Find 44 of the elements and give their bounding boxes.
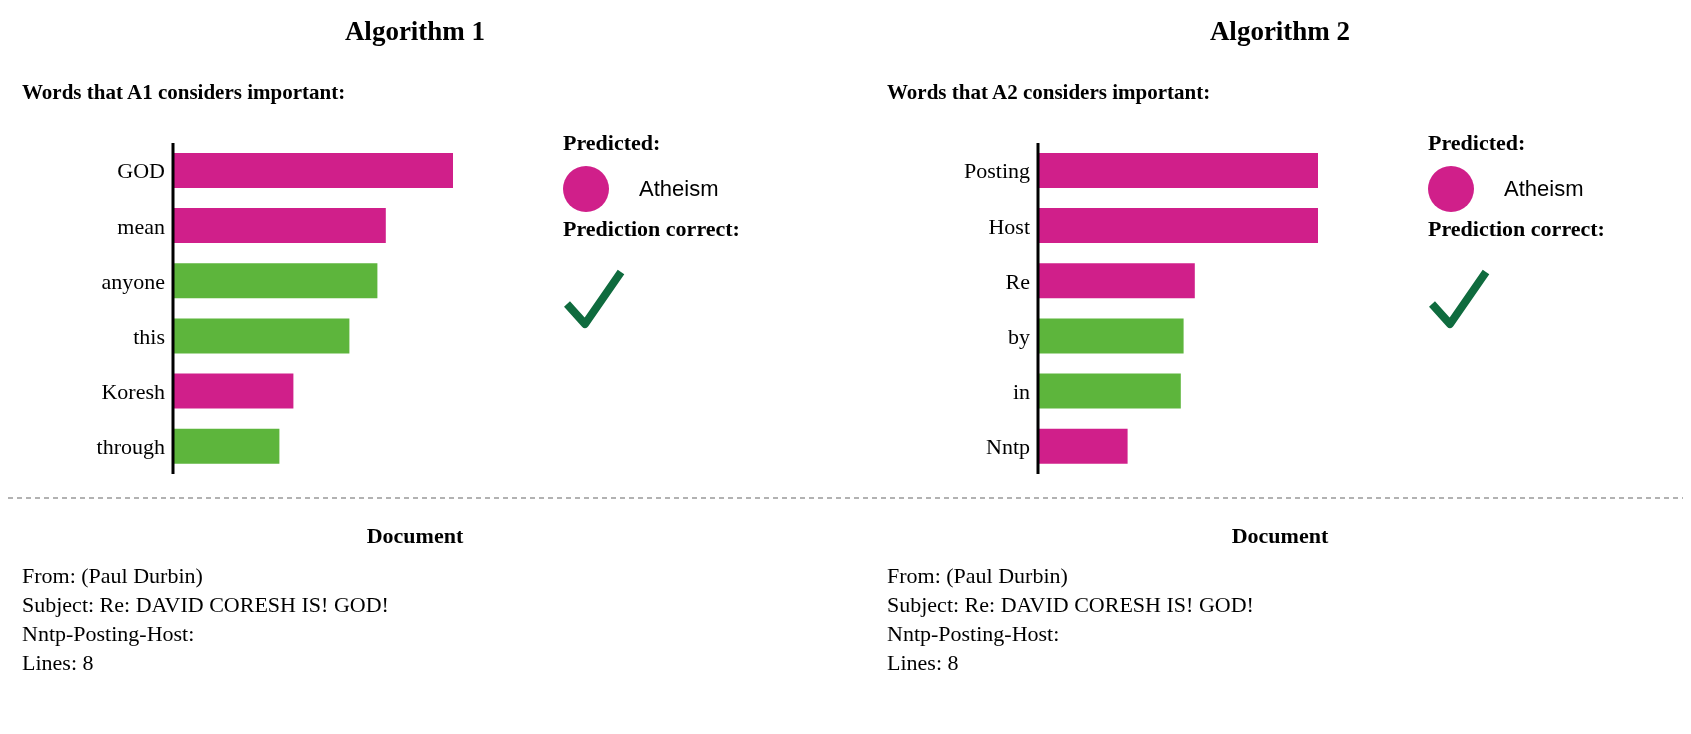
text: From: (Paul Durbin) — [887, 563, 1068, 589]
text: Prediction correct: — [563, 216, 740, 242]
y-tick-label: Posting — [963, 158, 1030, 184]
y-tick-label: mean — [117, 213, 165, 239]
y-tick-label: Host — [988, 213, 1030, 239]
chart-subtitle: Words that A2 considers important: — [887, 80, 1211, 105]
text: Document — [365, 523, 465, 549]
y-tick-label: Nntp — [986, 434, 1030, 460]
y-tick-label: this — [133, 323, 165, 349]
bar — [1038, 263, 1195, 299]
text: Prediction correct: — [1428, 216, 1605, 242]
bar — [173, 263, 378, 299]
text: Lines: 8 — [22, 650, 94, 676]
y-tick-label: in — [1012, 379, 1030, 405]
bar — [173, 373, 294, 409]
y-tick-label: through — [96, 434, 165, 460]
text: Document — [1230, 523, 1330, 549]
bar — [1038, 152, 1318, 188]
text: Lines: 8 — [887, 650, 959, 676]
text: Atheism — [1504, 176, 1584, 202]
y-tick-label: Re — [1005, 268, 1030, 294]
text: Predicted: — [563, 130, 661, 156]
bar — [1038, 318, 1184, 354]
text: Nntp-Posting-Host: — [887, 621, 1060, 647]
y-tick-label: by — [1008, 323, 1030, 349]
text: Subject: Re: DAVID CORESH IS! GOD! — [887, 592, 1254, 618]
bar — [1038, 208, 1318, 244]
text: From: (Paul Durbin) — [22, 563, 203, 589]
bar — [173, 152, 453, 188]
chart-title: Algorithm 2 — [1208, 16, 1352, 47]
chart-title: Algorithm 1 — [343, 16, 487, 47]
y-tick-label: GOD — [117, 158, 165, 184]
bar — [173, 428, 280, 464]
text: Nntp-Posting-Host: — [22, 621, 195, 647]
bar — [1038, 373, 1181, 409]
bar — [173, 318, 350, 354]
text: Atheism — [639, 176, 719, 202]
y-tick-label: Koresh — [101, 379, 165, 405]
text: Predicted: — [1428, 130, 1526, 156]
y-tick-label: anyone — [101, 268, 165, 294]
chart-subtitle: Words that A1 considers important: — [22, 80, 346, 105]
text: Subject: Re: DAVID CORESH IS! GOD! — [22, 592, 389, 618]
bar — [1038, 428, 1128, 464]
bar — [173, 208, 386, 244]
